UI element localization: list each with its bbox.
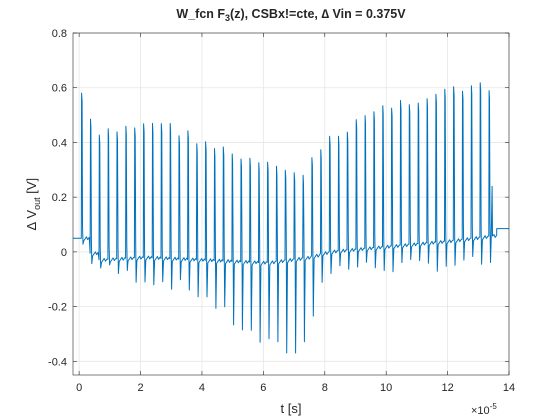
y-axis-ticks: -0.4 -0.2 0 0.2 0.4 0.6 0.8: [48, 28, 509, 368]
x-tick-label: 0: [76, 382, 82, 394]
x-tick-label: 6: [260, 382, 266, 394]
chart-title: W_fcn F3(z), CSBx!=cte, ∆ Vin = 0.375V: [176, 7, 406, 23]
x-axis-ticks: 0 2 4 6 8 10 12 14: [76, 33, 515, 394]
x-tick-label: 10: [380, 382, 392, 394]
y-tick-label: 0.2: [52, 192, 67, 204]
plot-area: [73, 33, 509, 375]
series-group: [73, 82, 509, 354]
y-axis-label: ∆ Vout [V]: [24, 178, 42, 230]
x-axis-exponent: ×10-5: [471, 402, 497, 417]
x-tick-label: 12: [441, 382, 453, 394]
series-line: [73, 82, 509, 354]
x-tick-label: 14: [503, 382, 515, 394]
y-tick-label: 0: [61, 247, 67, 259]
y-tick-label: 0.4: [52, 137, 67, 149]
plot-box: [72, 32, 510, 376]
y-tick-label: -0.4: [48, 356, 67, 368]
x-tick-label: 8: [322, 382, 328, 394]
x-tick-label: 2: [137, 382, 143, 394]
x-tick-label: 4: [199, 382, 205, 394]
y-tick-label: -0.2: [48, 302, 67, 314]
y-tick-label: 0.8: [52, 28, 67, 40]
x-axis-label: t [s]: [281, 401, 302, 416]
y-tick-label: 0.6: [52, 83, 67, 95]
